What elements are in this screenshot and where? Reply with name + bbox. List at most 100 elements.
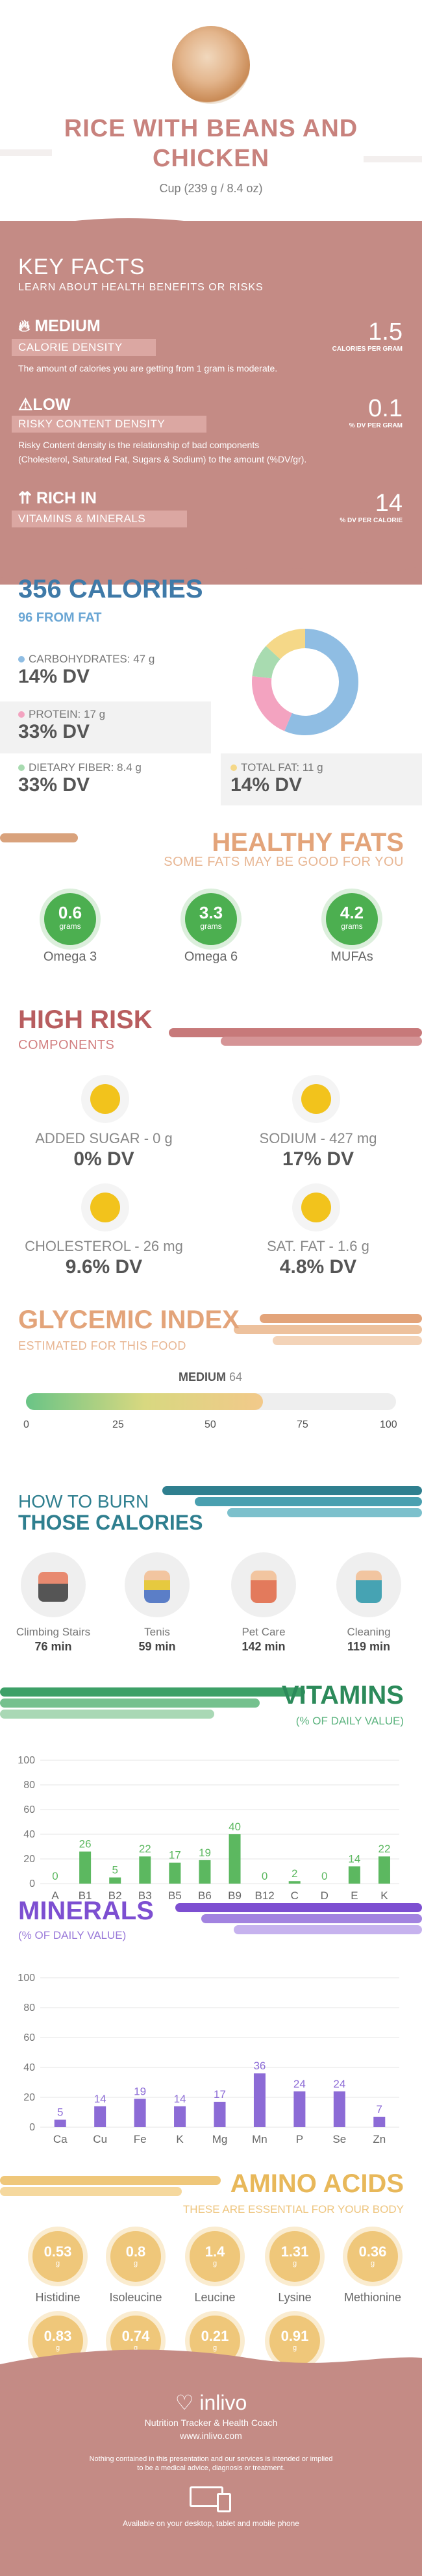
- amino-unit: g: [212, 2344, 217, 2352]
- protein-dv: 33% DV: [18, 721, 90, 742]
- fiber-item: DIETARY FIBER: 8.4 g 33% DV: [18, 761, 142, 796]
- fiber-dv: 33% DV: [18, 774, 90, 796]
- x-tick-label: Zn: [373, 2133, 386, 2145]
- bar-value-label: 14: [348, 1852, 360, 1865]
- amino-subtitle: THESE ARE ESSENTIAL FOR YOUR BODY: [182, 2203, 404, 2216]
- x-tick-label: Ca: [53, 2133, 68, 2145]
- bar-value-label: 14: [174, 2093, 186, 2105]
- calorie-density-value: 1.5: [368, 318, 403, 346]
- minerals-subtitle: (% OF DAILY VALUE): [18, 1929, 127, 1941]
- glycemic-value: 64: [229, 1370, 243, 1383]
- x-tick-label: E: [351, 1889, 358, 1902]
- y-tick-label: 80: [23, 1780, 35, 1791]
- omega3-value: 0.6: [58, 903, 82, 922]
- x-tick-label: D: [321, 1889, 329, 1902]
- calorie-density-text: The amount of calories you are getting f…: [18, 363, 278, 373]
- decor-stripe: [234, 1325, 422, 1334]
- amino-title: AMINO ACIDS: [230, 2169, 404, 2198]
- carbs-dv: 14% DV: [18, 666, 90, 687]
- x-tick-label: Se: [332, 2133, 346, 2145]
- decor-stripe: [169, 1028, 422, 1037]
- x-tick-label: B9: [228, 1889, 242, 1902]
- glycemic-fill: [26, 1393, 263, 1410]
- amino-circle: 1.4 g: [190, 2231, 240, 2282]
- amino-name: Isoleucine: [109, 2291, 162, 2304]
- omega6-value: 3.3: [199, 903, 223, 922]
- y-tick-label: 0: [29, 2122, 35, 2133]
- x-tick-label: B5: [168, 1889, 182, 1902]
- amino-circle: 0.91 g: [269, 2316, 320, 2366]
- amino-unit: g: [370, 2260, 375, 2267]
- footer-disclaimer: to be a medical advice, diagnosis or tre…: [137, 2464, 285, 2472]
- amino-value: 0.74: [121, 2328, 150, 2344]
- footer-brand-block: ♡ inlivo Nutrition Tracker & Health Coac…: [0, 2390, 422, 2528]
- calorie-density-label: CALORIE DENSITY: [12, 339, 156, 356]
- pet-care-icon: [231, 1552, 296, 1617]
- food-title: RICE WITH BEANS AND CHICKEN: [64, 115, 358, 172]
- risky-content-unit: % DV PER GRAM: [349, 422, 403, 429]
- footer-url[interactable]: www.inlivo.com: [180, 2431, 242, 2441]
- added-sugar-smile-icon: [81, 1075, 129, 1123]
- amino-unit: g: [55, 2344, 60, 2352]
- bar-value-label: 19: [199, 1847, 211, 1859]
- minerals-bar-chart: 0 20 40 60 80 100 5 Ca 14 Cu 19 Fe 14 K 17 Mg 36 Mn 24 P 24 S…: [18, 1973, 399, 2145]
- x-tick-label: Mg: [212, 2133, 228, 2145]
- fats-header: HEALTHY FATS: [0, 828, 422, 859]
- fiber-dot: [18, 764, 25, 771]
- protein-box: [0, 701, 211, 753]
- cleaning-icon: [336, 1552, 401, 1617]
- burn-title-line1: HOW TO BURN: [18, 1491, 149, 1511]
- amino-name: Methionine: [343, 2291, 402, 2304]
- decor-stripe: [0, 1698, 260, 1708]
- decor-stripe: [364, 156, 422, 162]
- mufas-label: MUFAs: [330, 950, 373, 964]
- decor-stripe: [0, 2187, 182, 2196]
- y-tick-label: 100: [18, 1973, 35, 1984]
- calorie-density-unit: CALORIES PER GRAM: [332, 346, 403, 353]
- decor-stripe: [0, 833, 78, 842]
- footer-disclaimer: Nothing contained in this presentation a…: [89, 2455, 333, 2463]
- healthy-fats-title: HEALTHY FATS: [212, 828, 404, 857]
- glycemic-ticks: 0 25 50 75 100: [23, 1419, 397, 1432]
- decor-stripe: [201, 1914, 422, 1923]
- amino-value: 1.4: [205, 2243, 225, 2260]
- x-tick-label: Mn: [252, 2133, 267, 2145]
- amino-name: Lysine: [278, 2291, 312, 2304]
- bar-value-label: 0: [52, 1870, 58, 1882]
- bar-value-label: 7: [377, 2103, 382, 2115]
- stairs-icon: [21, 1552, 86, 1617]
- amino-name: Leucine: [194, 2291, 236, 2304]
- cholesterol-dv: 9.6% DV: [65, 1256, 143, 1278]
- sodium-smile-icon: [292, 1075, 340, 1123]
- cleaning-time: 119 min: [347, 1640, 391, 1653]
- bar-value-label: 24: [293, 2078, 306, 2090]
- risky-content-text: Risky Content density is the relationshi…: [18, 440, 307, 464]
- decor-stripe: [162, 1486, 422, 1495]
- decor-stripe: [0, 149, 52, 156]
- bar-C: [288, 1881, 301, 1884]
- x-tick-label: C: [291, 1889, 299, 1902]
- bar-Se: [333, 2091, 345, 2127]
- protein-dot: [18, 711, 25, 718]
- y-tick-label: 0: [29, 1878, 35, 1889]
- added-sugar-label: ADDED SUGAR - 0 g: [35, 1130, 173, 1146]
- glycemic-subtitle: ESTIMATED FOR THIS FOOD: [18, 1339, 186, 1352]
- serving-size: Cup (239 g / 8.4 oz): [159, 182, 263, 195]
- bar-value-label: 2: [292, 1867, 297, 1880]
- bar-Fe: [134, 2099, 146, 2127]
- sodium-dv: 17% DV: [282, 1148, 354, 1170]
- tennis-time: 59 min: [138, 1640, 176, 1653]
- glycemic-title: GLYCEMIC INDEX: [18, 1306, 240, 1334]
- bar-B2: [109, 1877, 121, 1884]
- bar-value-label: 14: [94, 2093, 106, 2105]
- risky-content-level: LOW: [32, 396, 71, 414]
- bar-value-label: 19: [134, 2085, 146, 2097]
- fat-dv: 14% DV: [230, 774, 303, 796]
- tennis-icon: [125, 1552, 190, 1617]
- y-tick-label: 40: [23, 1829, 35, 1840]
- key-facts-subtitle: LEARN ABOUT HEALTH BENEFITS OR RISKS: [18, 282, 264, 293]
- stairs-time: 76 min: [34, 1640, 72, 1653]
- amino-circle: 1.31 g: [269, 2231, 320, 2282]
- gi-tick: 0: [23, 1419, 29, 1430]
- amino-unit: g: [292, 2344, 297, 2352]
